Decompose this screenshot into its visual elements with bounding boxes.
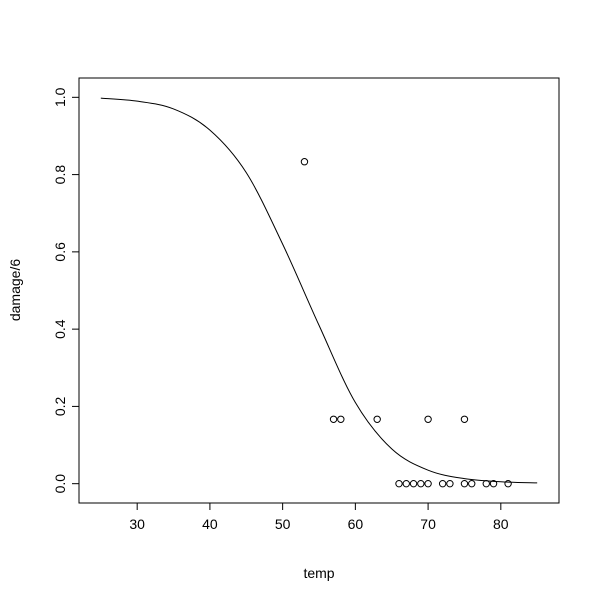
- y-tick-label: 0.8: [52, 165, 68, 185]
- x-tick-label: 40: [202, 516, 218, 532]
- x-tick-label: 50: [275, 516, 291, 532]
- data-point: [373, 415, 381, 423]
- x-axis-label: temp: [303, 565, 334, 581]
- y-axis: 0.0 0.2 0.4 0.6 0.8 1.0: [52, 87, 80, 494]
- plot-frame: [78, 77, 560, 504]
- data-point: [424, 479, 432, 488]
- y-tick-label: 1.0: [52, 87, 68, 107]
- y-tick-label: 0.4: [52, 319, 68, 339]
- plot-area: [78, 77, 560, 504]
- x-axis: 30 40 50 60 70 80: [129, 502, 509, 532]
- data-point: [446, 479, 454, 488]
- y-tick-label: 0.6: [52, 242, 68, 262]
- data-point: [402, 479, 410, 488]
- data-point: [300, 158, 309, 166]
- data-point: [460, 479, 469, 488]
- x-tick-label: 80: [493, 516, 509, 532]
- fitted-curve: [100, 97, 538, 484]
- data-point: [337, 415, 345, 423]
- data-point: [438, 479, 447, 488]
- y-axis-label: damage/6: [7, 259, 23, 321]
- data-point: [468, 479, 476, 488]
- data-point: [424, 415, 432, 423]
- data-point: [489, 479, 498, 488]
- data-point: [417, 479, 425, 488]
- y-tick-label: 0.2: [52, 396, 68, 416]
- x-tick-label: 30: [129, 516, 145, 532]
- data-point: [409, 479, 418, 488]
- x-tick-label: 70: [420, 516, 436, 532]
- y-tick-label: 0.0: [52, 474, 68, 494]
- data-point: [482, 479, 490, 488]
- data-point: [395, 479, 403, 488]
- data-point: [460, 415, 469, 423]
- x-tick-label: 60: [348, 516, 364, 532]
- data-point: [329, 415, 338, 423]
- data-point: [504, 479, 512, 488]
